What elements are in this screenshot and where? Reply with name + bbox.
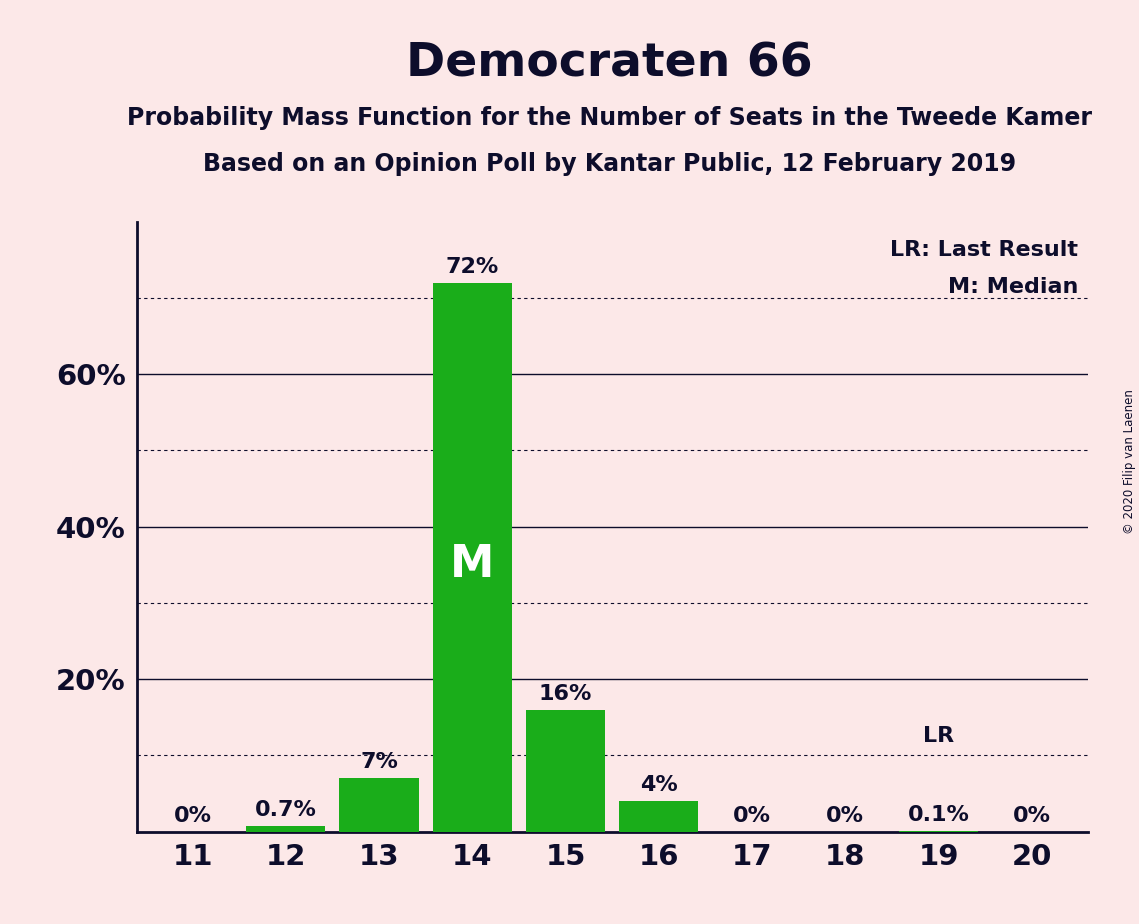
Bar <box>526 710 605 832</box>
Bar <box>246 826 326 832</box>
Text: 4%: 4% <box>640 775 678 795</box>
Bar <box>339 778 419 832</box>
Text: 0.7%: 0.7% <box>255 800 317 821</box>
Text: Based on an Opinion Poll by Kantar Public, 12 February 2019: Based on an Opinion Poll by Kantar Publi… <box>203 152 1016 176</box>
Bar <box>620 801 698 832</box>
Text: M: Median: M: Median <box>948 276 1079 297</box>
Text: 0.1%: 0.1% <box>908 805 969 825</box>
Text: 0%: 0% <box>826 806 865 825</box>
Text: © 2020 Filip van Laenen: © 2020 Filip van Laenen <box>1123 390 1137 534</box>
Text: LR: LR <box>923 726 954 747</box>
Text: 0%: 0% <box>173 806 212 825</box>
Text: M: M <box>450 543 494 587</box>
Bar <box>433 283 511 832</box>
Text: 16%: 16% <box>539 684 592 703</box>
Text: Democraten 66: Democraten 66 <box>405 42 813 87</box>
Text: Probability Mass Function for the Number of Seats in the Tweede Kamer: Probability Mass Function for the Number… <box>126 106 1092 130</box>
Text: LR: Last Result: LR: Last Result <box>891 240 1079 260</box>
Text: 72%: 72% <box>445 257 499 276</box>
Text: 0%: 0% <box>1013 806 1051 825</box>
Text: 0%: 0% <box>734 806 771 825</box>
Text: 7%: 7% <box>360 752 398 772</box>
